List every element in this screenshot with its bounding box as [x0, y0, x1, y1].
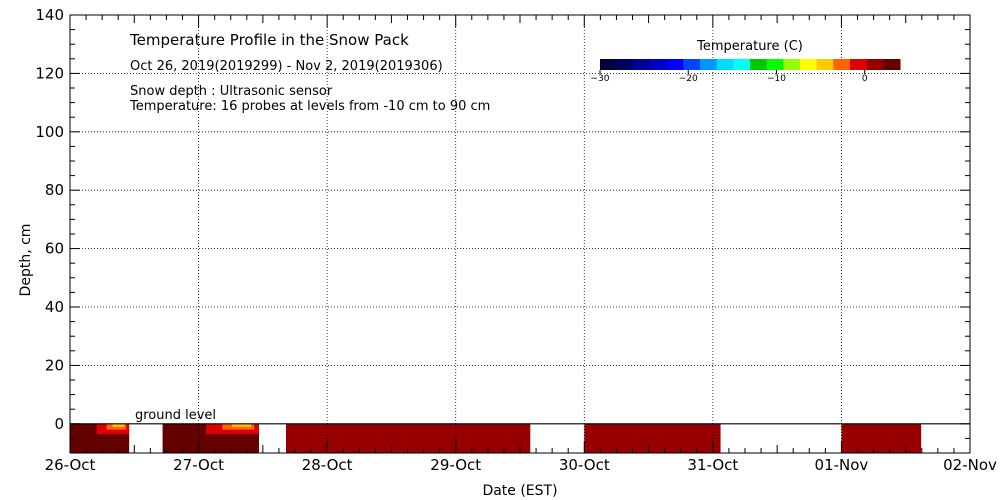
- y-axis-title: Depth, cm: [18, 224, 34, 297]
- date-range: Oct 26, 2019(2019299) - Nov 2, 2019(2019…: [130, 59, 443, 74]
- y-tick-label: 60: [45, 240, 64, 258]
- y-tick-label: 20: [45, 356, 64, 374]
- y-tick-label: 40: [45, 298, 64, 316]
- y-tick-label: 140: [35, 6, 64, 24]
- heatmap-cell-warmest: [112, 423, 125, 427]
- heatmap-cell: [841, 423, 922, 453]
- colorbar-tick-label: 0: [862, 74, 868, 84]
- colorbar-swatch: [633, 59, 651, 70]
- colorbar-swatch: [816, 59, 834, 70]
- temperature-heatmap: [70, 423, 922, 453]
- x-axis-title: Date (EST): [482, 483, 557, 499]
- x-tick-label: 29-Oct: [430, 456, 481, 474]
- heatmap-cell-warmest: [232, 423, 252, 427]
- colorbar-swatch: [683, 59, 701, 70]
- colorbar-swatch: [600, 59, 618, 70]
- ground-level-label: ground level: [135, 408, 216, 423]
- heatmap-cell: [286, 423, 531, 453]
- colorbar-tick-label: −10: [767, 74, 786, 84]
- axis-tick-labels: 0 20 40 60 80 100 120 140 26-Oct 27-Oct 28-Oct 29-O…: [35, 6, 997, 474]
- y-tick-label: 0: [54, 415, 64, 433]
- colorbar-title: Temperature (C): [696, 39, 803, 54]
- y-tick-label: 80: [45, 181, 64, 199]
- x-tick-label: 01-Nov: [815, 456, 869, 474]
- colorbar-tick-label: −20: [679, 74, 698, 84]
- colorbar-swatch: [750, 59, 768, 70]
- colorbar-swatch: [800, 59, 818, 70]
- chart-title: Temperature Profile in the Snow Pack: [129, 31, 409, 49]
- colorbar-swatch: [783, 59, 801, 70]
- colorbar-swatch: [666, 59, 684, 70]
- colorbar-swatch: [700, 59, 718, 70]
- y-tick-label: 120: [35, 64, 64, 82]
- x-tick-label: 27-Oct: [173, 456, 224, 474]
- colorbar-swatch: [766, 59, 784, 70]
- note-temperature-probes: Temperature: 16 probes at levels from -1…: [129, 99, 490, 114]
- x-tick-label: 30-Oct: [559, 456, 610, 474]
- x-tick-label: 02-Nov: [943, 456, 997, 474]
- colorbar-swatch: [650, 59, 668, 70]
- x-tick-label: 31-Oct: [687, 456, 738, 474]
- colorbar-swatch: [866, 59, 884, 70]
- colorbar-swatch: [850, 59, 868, 70]
- colorbar-swatch: [616, 59, 634, 70]
- note-snow-depth: Snow depth : Ultrasonic sensor: [130, 84, 333, 99]
- x-tick-label: 26-Oct: [45, 456, 96, 474]
- colorbar-swatch: [883, 59, 901, 70]
- colorbar-swatch: [833, 59, 851, 70]
- colorbar-tick-label: −30: [591, 74, 610, 84]
- colorbar-swatch: [733, 59, 751, 70]
- x-tick-label: 28-Oct: [302, 456, 353, 474]
- colorbar-swatch: [716, 59, 734, 70]
- axis-ticks: [69, 14, 971, 454]
- temperature-colorbar: −30 −20 −10 0: [591, 59, 901, 84]
- y-tick-label: 100: [35, 123, 64, 141]
- heatmap-cell: [584, 423, 721, 453]
